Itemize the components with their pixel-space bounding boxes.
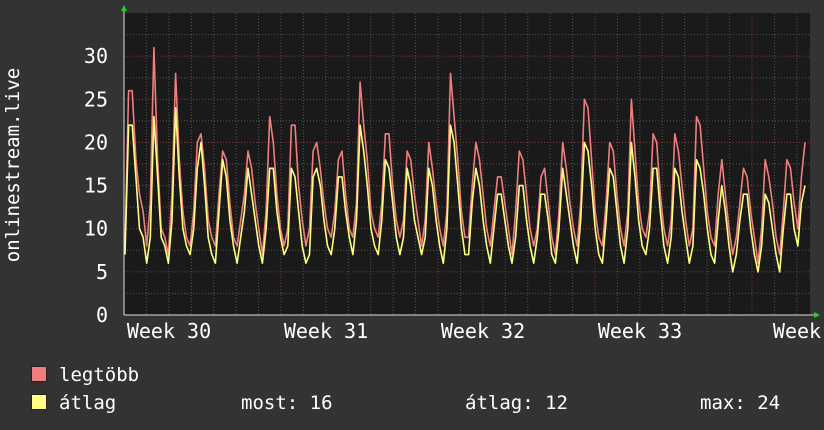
y-tick-label: 25 xyxy=(84,87,108,111)
legend-swatch-avg xyxy=(31,394,47,410)
x-tick-label: Week xyxy=(773,319,821,343)
axes: 0 5 10 15 20 25 30 Week 30 Week 31 Week 32 Week 33… xyxy=(84,5,821,343)
y-tick-label: 15 xyxy=(84,174,108,198)
x-tick-label: Week 31 xyxy=(284,319,368,343)
y-tick-label: 20 xyxy=(84,130,108,154)
chart: 0 5 10 15 20 25 30 Week 30 Week 31 Week 32 Week 33… xyxy=(2,5,821,343)
stat-max: max: 24 xyxy=(700,392,781,414)
x-tick-label: Week 30 xyxy=(127,319,211,343)
legend-item-avg: átlag xyxy=(31,392,116,414)
legend-item-max: legtöbb xyxy=(31,364,139,386)
series-line-max xyxy=(124,46,806,265)
x-tick-label: Week 32 xyxy=(441,319,525,343)
legend-swatch-max xyxy=(31,366,47,382)
x-tick-label: Week 33 xyxy=(598,319,682,343)
y-tick-label: 10 xyxy=(84,217,108,241)
y-tick-label: 30 xyxy=(84,44,108,68)
series-line-avg xyxy=(124,107,806,273)
y-axis-label: onlinestream.live xyxy=(2,68,24,262)
legend-label-max: legtöbb xyxy=(59,364,140,386)
y-tick-label: 5 xyxy=(96,260,108,284)
stat-atlag: átlag: 12 xyxy=(465,392,568,414)
legend-label-avg: átlag xyxy=(59,392,117,414)
series-lines xyxy=(124,46,806,273)
y-tick-label: 0 xyxy=(96,303,108,327)
y-axis-arrow xyxy=(121,5,127,11)
grid-lines xyxy=(123,13,810,315)
x-axis-arrow xyxy=(814,312,820,318)
stat-most: most: 16 xyxy=(241,392,333,414)
